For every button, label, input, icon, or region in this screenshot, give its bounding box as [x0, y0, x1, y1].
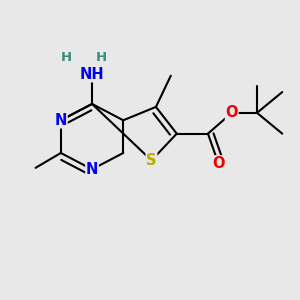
Text: S: S	[146, 153, 157, 168]
Text: O: O	[226, 105, 238, 120]
Text: H: H	[95, 51, 106, 64]
Text: H: H	[61, 51, 72, 64]
Text: O: O	[212, 156, 225, 171]
Text: N: N	[55, 113, 67, 128]
Text: N: N	[86, 162, 98, 177]
Text: NH: NH	[80, 67, 104, 82]
